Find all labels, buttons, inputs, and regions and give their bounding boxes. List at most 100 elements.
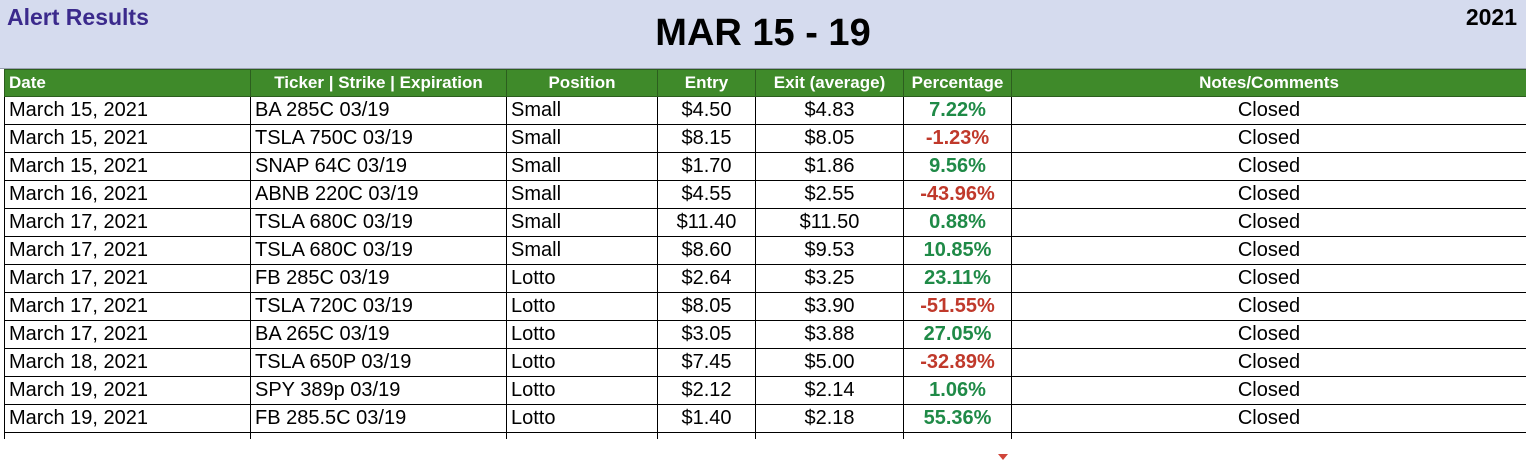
cell-date[interactable]: March 19, 2021: [4, 404, 251, 433]
cell-percentage[interactable]: 0.88%: [903, 208, 1012, 237]
cell-position[interactable]: Lotto: [506, 320, 658, 349]
cell-ticker[interactable]: TSLA 680C 03/19: [250, 208, 507, 237]
cell-exit[interactable]: $3.25: [755, 264, 904, 293]
cell-empty[interactable]: [250, 432, 507, 439]
cell-position[interactable]: Lotto: [506, 348, 658, 377]
cell-date[interactable]: March 17, 2021: [4, 264, 251, 293]
cell-ticker[interactable]: BA 285C 03/19: [250, 96, 507, 125]
cell-entry[interactable]: $1.40: [657, 404, 756, 433]
cell-date[interactable]: March 17, 2021: [4, 320, 251, 349]
cell-ticker[interactable]: SNAP 64C 03/19: [250, 152, 507, 181]
cell-notes[interactable]: Closed: [1011, 320, 1526, 349]
cell-notes[interactable]: Closed: [1011, 124, 1526, 153]
cell-percentage[interactable]: 10.85%: [903, 236, 1012, 265]
cell-ticker[interactable]: TSLA 680C 03/19: [250, 236, 507, 265]
cell-position[interactable]: Small: [506, 236, 658, 265]
cell-percentage[interactable]: -1.23%: [903, 124, 1012, 153]
cell-ticker[interactable]: TSLA 720C 03/19: [250, 292, 507, 321]
col-header-position[interactable]: Position: [506, 69, 658, 97]
cell-notes[interactable]: Closed: [1011, 152, 1526, 181]
cell-ticker[interactable]: TSLA 650P 03/19: [250, 348, 507, 377]
cell-percentage[interactable]: 55.36%: [903, 404, 1012, 433]
cell-ticker[interactable]: FB 285C 03/19: [250, 264, 507, 293]
cell-date[interactable]: March 16, 2021: [4, 180, 251, 209]
cell-empty[interactable]: [657, 432, 756, 439]
cell-ticker[interactable]: TSLA 750C 03/19: [250, 124, 507, 153]
cell-exit[interactable]: $3.88: [755, 320, 904, 349]
cell-date[interactable]: March 19, 2021: [4, 376, 251, 405]
cell-exit[interactable]: $9.53: [755, 236, 904, 265]
cell-entry[interactable]: $7.45: [657, 348, 756, 377]
cell-exit[interactable]: $2.14: [755, 376, 904, 405]
cell-position[interactable]: Small: [506, 124, 658, 153]
cell-percentage[interactable]: 27.05%: [903, 320, 1012, 349]
cell-ticker[interactable]: ABNB 220C 03/19: [250, 180, 507, 209]
cell-date[interactable]: March 15, 2021: [4, 152, 251, 181]
cell-exit[interactable]: $5.00: [755, 348, 904, 377]
cell-date[interactable]: March 15, 2021: [4, 124, 251, 153]
cell-date[interactable]: March 15, 2021: [4, 96, 251, 125]
cell-percentage[interactable]: -43.96%: [903, 180, 1012, 209]
col-header-percentage[interactable]: Percentage: [903, 69, 1012, 97]
cell-percentage[interactable]: 23.11%: [903, 264, 1012, 293]
cell-ticker[interactable]: BA 265C 03/19: [250, 320, 507, 349]
cell-entry[interactable]: $1.70: [657, 152, 756, 181]
cell-percentage[interactable]: -51.55%: [903, 292, 1012, 321]
cell-entry[interactable]: $11.40: [657, 208, 756, 237]
cell-percentage[interactable]: 7.22%: [903, 96, 1012, 125]
cell-exit[interactable]: $8.05: [755, 124, 904, 153]
cell-percentage[interactable]: 9.56%: [903, 152, 1012, 181]
cell-exit[interactable]: $4.83: [755, 96, 904, 125]
cell-date[interactable]: March 17, 2021: [4, 208, 251, 237]
cell-position[interactable]: Lotto: [506, 264, 658, 293]
week-range-title: MAR 15 - 19: [655, 12, 871, 54]
cell-entry[interactable]: $8.05: [657, 292, 756, 321]
cell-empty[interactable]: [1011, 432, 1526, 439]
cell-entry[interactable]: $2.64: [657, 264, 756, 293]
comment-indicator[interactable]: [998, 454, 1008, 460]
cell-position[interactable]: Small: [506, 152, 658, 181]
cell-notes[interactable]: Closed: [1011, 96, 1526, 125]
cell-entry[interactable]: $3.05: [657, 320, 756, 349]
cell-entry[interactable]: $4.50: [657, 96, 756, 125]
cell-notes[interactable]: Closed: [1011, 376, 1526, 405]
cell-date[interactable]: March 18, 2021: [4, 348, 251, 377]
col-header-notes[interactable]: Notes/Comments: [1011, 69, 1526, 97]
col-header-ticker[interactable]: Ticker | Strike | Expiration: [250, 69, 507, 97]
cell-empty[interactable]: [4, 432, 251, 439]
cell-notes[interactable]: Closed: [1011, 180, 1526, 209]
cell-position[interactable]: Lotto: [506, 404, 658, 433]
cell-position[interactable]: Small: [506, 208, 658, 237]
cell-date[interactable]: March 17, 2021: [4, 292, 251, 321]
col-header-date[interactable]: Date: [4, 69, 251, 97]
cell-empty[interactable]: [903, 432, 1012, 439]
cell-notes[interactable]: Closed: [1011, 208, 1526, 237]
col-header-exit[interactable]: Exit (average): [755, 69, 904, 97]
cell-notes[interactable]: Closed: [1011, 236, 1526, 265]
cell-entry[interactable]: $4.55: [657, 180, 756, 209]
cell-position[interactable]: Lotto: [506, 376, 658, 405]
cell-notes[interactable]: Closed: [1011, 264, 1526, 293]
cell-exit[interactable]: $3.90: [755, 292, 904, 321]
cell-exit[interactable]: $11.50: [755, 208, 904, 237]
cell-entry[interactable]: $8.15: [657, 124, 756, 153]
cell-position[interactable]: Small: [506, 180, 658, 209]
cell-percentage[interactable]: -32.89%: [903, 348, 1012, 377]
cell-exit[interactable]: $1.86: [755, 152, 904, 181]
cell-position[interactable]: Lotto: [506, 292, 658, 321]
cell-entry[interactable]: $2.12: [657, 376, 756, 405]
cell-empty[interactable]: [506, 432, 658, 439]
cell-notes[interactable]: Closed: [1011, 348, 1526, 377]
cell-notes[interactable]: Closed: [1011, 292, 1526, 321]
cell-exit[interactable]: $2.18: [755, 404, 904, 433]
cell-ticker[interactable]: SPY 389p 03/19: [250, 376, 507, 405]
cell-exit[interactable]: $2.55: [755, 180, 904, 209]
col-header-entry[interactable]: Entry: [657, 69, 756, 97]
cell-entry[interactable]: $8.60: [657, 236, 756, 265]
cell-ticker[interactable]: FB 285.5C 03/19: [250, 404, 507, 433]
cell-date[interactable]: March 17, 2021: [4, 236, 251, 265]
cell-percentage[interactable]: 1.06%: [903, 376, 1012, 405]
cell-position[interactable]: Small: [506, 96, 658, 125]
cell-notes[interactable]: Closed: [1011, 404, 1526, 433]
cell-empty[interactable]: [755, 432, 904, 439]
